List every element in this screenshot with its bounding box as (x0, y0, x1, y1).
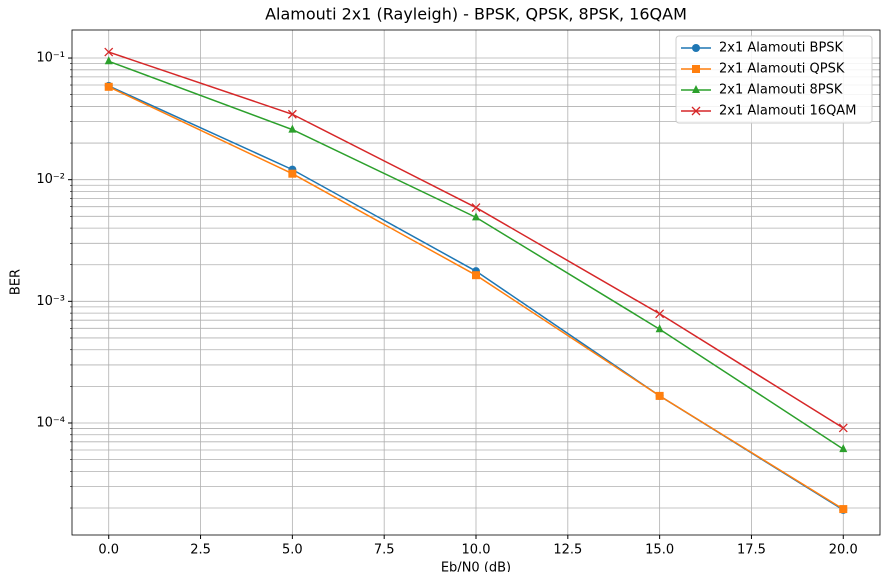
chart-title: Alamouti 2x1 (Rayleigh) - BPSK, QPSK, 8P… (265, 5, 687, 24)
x-tick-label: 12.5 (553, 543, 582, 558)
marker (655, 324, 664, 333)
legend-label: 2x1 Alamouti 16QAM (719, 104, 856, 119)
marker (692, 85, 700, 93)
marker (472, 271, 480, 280)
legend-label: 2x1 Alamouti 8PSK (719, 83, 843, 98)
y-tick-label: 10⁻³ (36, 294, 65, 309)
y-tick-label: 10⁻² (36, 172, 65, 187)
x-tick-label: 10.0 (462, 543, 491, 558)
marker (471, 203, 481, 213)
legend-label: 2x1 Alamouti BPSK (719, 41, 844, 56)
x-axis-label: Eb/N0 (dB) (441, 561, 511, 572)
marker (839, 505, 848, 514)
marker (692, 65, 700, 73)
marker (655, 391, 664, 400)
marker (104, 56, 113, 65)
x-tick-label: 17.5 (737, 543, 766, 558)
y-tick-label: 10⁻⁴ (36, 415, 65, 430)
marker (472, 212, 480, 221)
x-tick-label: 20.0 (829, 543, 858, 558)
x-tick-label: 2.5 (190, 543, 211, 558)
x-tick-label: 15.0 (645, 543, 674, 558)
plot-frame (71, 29, 881, 536)
marker (104, 47, 114, 57)
marker (839, 444, 848, 453)
legend-box (675, 35, 873, 124)
y-tick-label: 10⁻¹ (36, 51, 65, 66)
marker (691, 106, 701, 116)
x-tick-label: 7.5 (374, 543, 395, 558)
marker (692, 44, 700, 52)
marker (288, 169, 297, 178)
marker (655, 309, 665, 319)
legend-label: 2x1 Alamouti QPSK (719, 62, 845, 77)
marker (288, 124, 297, 133)
marker (104, 82, 113, 91)
y-axis-label: BER (9, 269, 24, 295)
x-tick-label: 5.0 (282, 543, 303, 558)
marker (287, 109, 297, 119)
x-tick-label: 0.0 (98, 543, 119, 558)
marker (838, 423, 848, 433)
